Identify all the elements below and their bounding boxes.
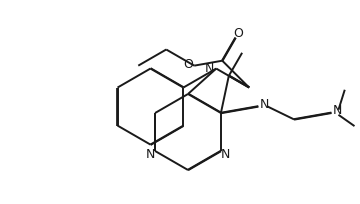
- Text: N: N: [260, 98, 269, 110]
- Text: N: N: [145, 148, 155, 161]
- Text: N: N: [221, 148, 231, 161]
- Text: O: O: [234, 27, 243, 40]
- Text: N: N: [204, 62, 214, 75]
- Text: N: N: [333, 104, 342, 117]
- Text: O: O: [183, 58, 193, 71]
